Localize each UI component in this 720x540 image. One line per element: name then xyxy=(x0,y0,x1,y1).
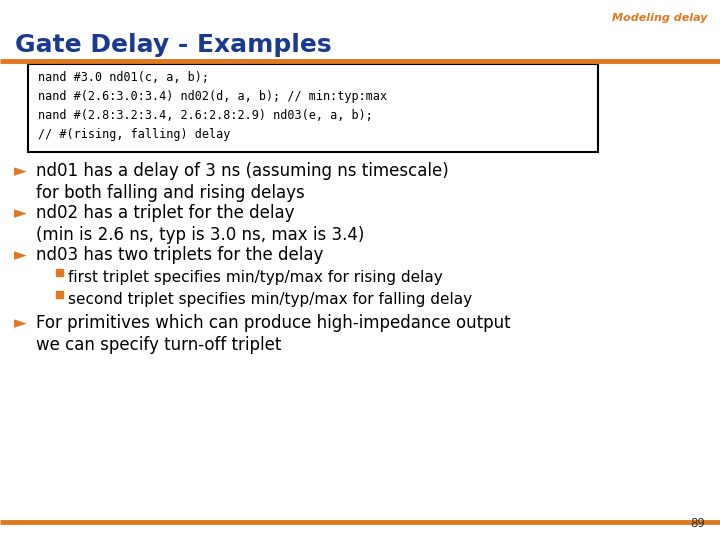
Text: first triplet specifies min/typ/max for rising delay: first triplet specifies min/typ/max for … xyxy=(68,270,443,285)
Text: Gate Delay - Examples: Gate Delay - Examples xyxy=(15,33,332,57)
Text: nand #3.0 nd01(c, a, b);
nand #(2.6:3.0:3.4) nd02(d, a, b); // min:typ:max
nand : nand #3.0 nd01(c, a, b); nand #(2.6:3.0:… xyxy=(38,71,387,141)
Text: nd03 has two triplets for the delay: nd03 has two triplets for the delay xyxy=(36,246,323,264)
Text: Modeling delay: Modeling delay xyxy=(613,13,708,23)
Text: ►: ► xyxy=(14,204,27,222)
Text: nd01 has a delay of 3 ns (assuming ns timescale)
for both falling and rising del: nd01 has a delay of 3 ns (assuming ns ti… xyxy=(36,162,449,202)
Text: second triplet specifies min/typ/max for falling delay: second triplet specifies min/typ/max for… xyxy=(68,292,472,307)
Text: ►: ► xyxy=(14,246,27,264)
Text: ►: ► xyxy=(14,162,27,180)
Bar xyxy=(56,291,63,298)
Text: nd02 has a triplet for the delay
(min is 2.6 ns, typ is 3.0 ns, max is 3.4): nd02 has a triplet for the delay (min is… xyxy=(36,204,364,244)
Text: 89: 89 xyxy=(690,517,705,530)
Text: For primitives which can produce high-impedance output
we can specify turn-off t: For primitives which can produce high-im… xyxy=(36,314,510,354)
FancyBboxPatch shape xyxy=(28,64,598,152)
Bar xyxy=(56,269,63,276)
Text: ►: ► xyxy=(14,314,27,332)
